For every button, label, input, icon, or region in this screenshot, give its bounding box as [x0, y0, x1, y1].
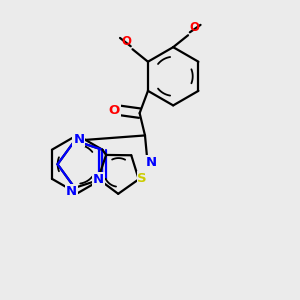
Text: N: N: [146, 156, 157, 169]
Text: N: N: [66, 185, 77, 198]
Text: O: O: [109, 104, 120, 117]
Text: N: N: [73, 133, 84, 146]
Text: N: N: [73, 133, 84, 146]
Text: N: N: [93, 173, 104, 186]
Text: S: S: [137, 172, 147, 185]
Text: O: O: [121, 35, 131, 48]
Text: O: O: [190, 21, 200, 34]
